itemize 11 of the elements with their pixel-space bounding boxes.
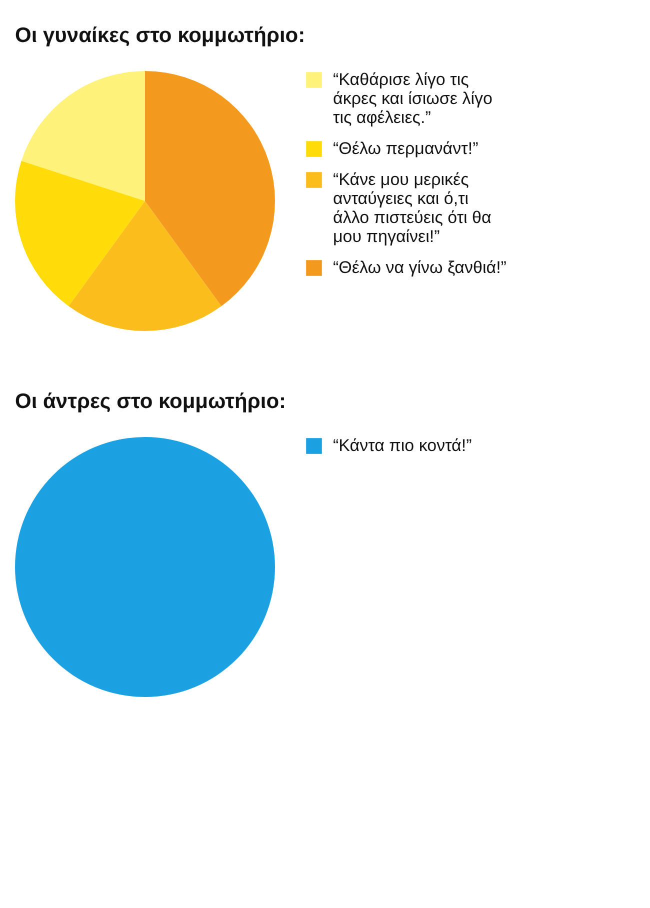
legend-label: “Κάντα πιο κοντά!”	[333, 436, 472, 455]
legend-label: “Θέλω να γίνω ξανθιά!”	[333, 258, 507, 277]
legend-label: “Κάνε μου μερικές ανταύγειες και ό,τι άλλο πιστεύεις ότι θα μου πηγαίνει!”	[333, 170, 492, 246]
pie-slice	[21, 71, 145, 201]
chart-title: Οι άντρες στο κομμωτήριο:	[15, 390, 286, 413]
legend-label: “Καθάρισε λίγο τις άκρες και ίσιωσε λίγο τις αφέλειες.”	[333, 70, 492, 127]
legend-label: “Θέλω περμανάντ!”	[333, 139, 479, 158]
chart-title: Οι γυναίκες στο κομμωτήριο:	[15, 24, 306, 47]
pie-slice	[145, 71, 275, 306]
pie-slice	[68, 201, 222, 331]
pie-slice	[15, 160, 145, 306]
